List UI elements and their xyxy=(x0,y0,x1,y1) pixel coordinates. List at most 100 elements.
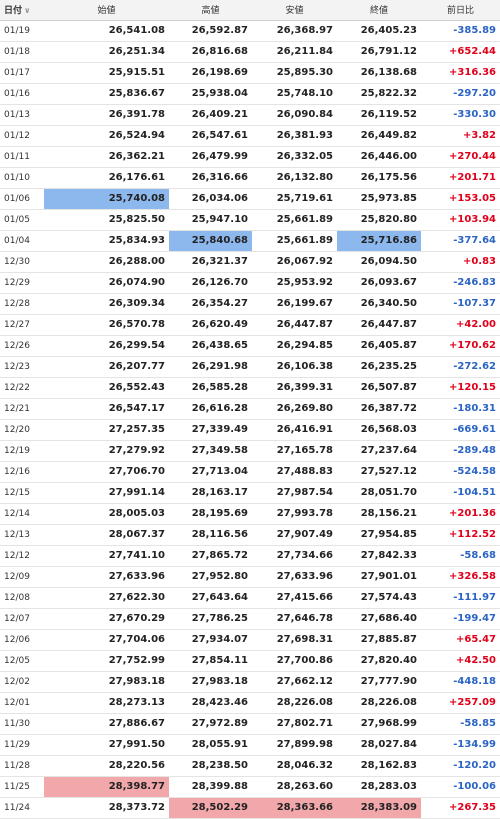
row-high-price: 26,409.21 xyxy=(169,104,252,126)
column-header-date[interactable]: 日付 ∨ xyxy=(0,0,44,20)
row-change: -120.20 xyxy=(421,755,500,777)
row-date: 12/29 xyxy=(0,272,44,294)
row-low-price: 28,046.32 xyxy=(252,755,337,777)
row-date: 12/23 xyxy=(0,356,44,378)
table-row: 12/02 27,983.18 27,983.18 27,662.12 27,777.9… xyxy=(0,671,500,693)
row-low-price: 26,067.92 xyxy=(252,251,337,273)
row-close-price: 26,405.87 xyxy=(337,335,421,357)
row-high-price: 27,786.25 xyxy=(169,608,252,630)
row-change: +65.47 xyxy=(421,629,500,651)
table-row: 12/06 27,704.06 27,934.07 27,698.31 27,885.8… xyxy=(0,629,500,651)
row-high-price: 25,840.68 xyxy=(169,230,252,252)
row-high-price: 27,972.89 xyxy=(169,713,252,735)
row-low-price: 25,953.92 xyxy=(252,272,337,294)
row-change: -246.83 xyxy=(421,272,500,294)
row-open-price: 26,541.08 xyxy=(44,20,169,42)
row-high-price: 26,438.65 xyxy=(169,335,252,357)
table-row: 12/15 27,991.14 28,163.17 27,987.54 28,051.7… xyxy=(0,482,500,504)
row-low-price: 28,363.66 xyxy=(252,797,337,819)
table-row: 11/29 27,991.50 28,055.91 27,899.98 28,027.8… xyxy=(0,734,500,756)
row-low-price: 26,106.38 xyxy=(252,356,337,378)
row-open-price: 28,398.77 xyxy=(44,776,169,798)
row-low-price: 27,700.86 xyxy=(252,650,337,672)
row-high-price: 26,592.87 xyxy=(169,20,252,42)
row-high-price: 28,055.91 xyxy=(169,734,252,756)
row-low-price: 25,661.89 xyxy=(252,209,337,231)
row-change: +267.35 xyxy=(421,797,500,819)
row-close-price: 27,527.12 xyxy=(337,461,421,483)
table-row: 12/26 26,299.54 26,438.65 26,294.85 26,405.8… xyxy=(0,335,500,357)
row-low-price: 26,269.80 xyxy=(252,398,337,420)
row-close-price: 28,051.70 xyxy=(337,482,421,504)
row-date: 11/24 xyxy=(0,797,44,819)
row-open-price: 26,547.17 xyxy=(44,398,169,420)
table-row: 01/10 26,176.61 26,316.66 26,132.80 26,175.5… xyxy=(0,167,500,189)
row-open-price: 27,706.70 xyxy=(44,461,169,483)
row-close-price: 26,507.87 xyxy=(337,377,421,399)
row-high-price: 26,816.68 xyxy=(169,41,252,63)
row-close-price: 26,446.00 xyxy=(337,146,421,168)
row-high-price: 26,620.49 xyxy=(169,314,252,336)
row-date: 12/02 xyxy=(0,671,44,693)
row-low-price: 27,802.71 xyxy=(252,713,337,735)
table-row: 12/27 26,570.78 26,620.49 26,447.87 26,447.8… xyxy=(0,314,500,336)
row-high-price: 26,198.69 xyxy=(169,62,252,84)
row-high-price: 27,983.18 xyxy=(169,671,252,693)
row-low-price: 27,662.12 xyxy=(252,671,337,693)
row-date: 01/13 xyxy=(0,104,44,126)
row-close-price: 28,283.03 xyxy=(337,776,421,798)
row-close-price: 26,138.68 xyxy=(337,62,421,84)
row-change: -58.85 xyxy=(421,713,500,735)
row-open-price: 26,552.43 xyxy=(44,377,169,399)
row-low-price: 27,646.78 xyxy=(252,608,337,630)
table-row: 01/04 25,834.93 25,840.68 25,661.89 25,716.8… xyxy=(0,230,500,252)
row-date: 11/29 xyxy=(0,734,44,756)
chevron-down-icon[interactable]: ∨ xyxy=(24,6,31,16)
row-low-price: 27,165.78 xyxy=(252,440,337,462)
table-row: 01/05 25,825.50 25,947.10 25,661.89 25,820.8… xyxy=(0,209,500,231)
row-open-price: 26,362.21 xyxy=(44,146,169,168)
row-open-price: 26,524.94 xyxy=(44,125,169,147)
row-close-price: 27,237.64 xyxy=(337,440,421,462)
row-date: 12/28 xyxy=(0,293,44,315)
table-row: 12/28 26,309.34 26,354.27 26,199.67 26,340.5… xyxy=(0,293,500,315)
row-low-price: 27,698.31 xyxy=(252,629,337,651)
table-row: 12/19 27,279.92 27,349.58 27,165.78 27,237.6… xyxy=(0,440,500,462)
row-date: 01/04 xyxy=(0,230,44,252)
row-change: -199.47 xyxy=(421,608,500,630)
row-high-price: 28,163.17 xyxy=(169,482,252,504)
row-close-price: 26,449.82 xyxy=(337,125,421,147)
row-date: 12/26 xyxy=(0,335,44,357)
row-open-price: 27,991.50 xyxy=(44,734,169,756)
row-close-price: 26,447.87 xyxy=(337,314,421,336)
row-low-price: 27,987.54 xyxy=(252,482,337,504)
row-change: -111.97 xyxy=(421,587,500,609)
row-open-price: 26,288.00 xyxy=(44,251,169,273)
row-change: +270.44 xyxy=(421,146,500,168)
row-change: +112.52 xyxy=(421,524,500,546)
row-change: +120.15 xyxy=(421,377,500,399)
row-change: +42.50 xyxy=(421,650,500,672)
row-high-price: 25,938.04 xyxy=(169,83,252,105)
row-change: -385.89 xyxy=(421,20,500,42)
table-row: 12/20 27,257.35 27,339.49 26,416.91 26,568.0… xyxy=(0,419,500,441)
row-close-price: 26,405.23 xyxy=(337,20,421,42)
row-open-price: 27,886.67 xyxy=(44,713,169,735)
row-open-price: 26,074.90 xyxy=(44,272,169,294)
row-high-price: 26,126.70 xyxy=(169,272,252,294)
table-row: 12/22 26,552.43 26,585.28 26,399.31 26,507.8… xyxy=(0,377,500,399)
table-row: 12/12 27,741.10 27,865.72 27,734.66 27,842.3… xyxy=(0,545,500,567)
row-change: +316.36 xyxy=(421,62,500,84)
row-change: -330.30 xyxy=(421,104,500,126)
table-row: 12/16 27,706.70 27,713.04 27,488.83 27,527.1… xyxy=(0,461,500,483)
row-high-price: 27,934.07 xyxy=(169,629,252,651)
row-low-price: 27,993.78 xyxy=(252,503,337,525)
row-low-price: 27,907.49 xyxy=(252,524,337,546)
row-change: +201.71 xyxy=(421,167,500,189)
row-low-price: 25,661.89 xyxy=(252,230,337,252)
row-close-price: 26,791.12 xyxy=(337,41,421,63)
row-close-price: 27,968.99 xyxy=(337,713,421,735)
row-date: 01/18 xyxy=(0,41,44,63)
row-close-price: 27,954.85 xyxy=(337,524,421,546)
table-row: 12/14 28,005.03 28,195.69 27,993.78 28,156.2… xyxy=(0,503,500,525)
